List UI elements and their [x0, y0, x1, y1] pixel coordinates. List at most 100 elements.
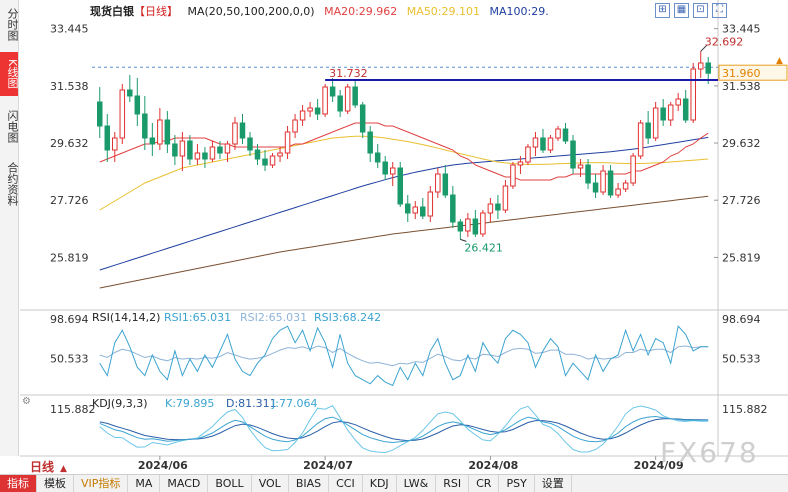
candle-body [525, 146, 531, 163]
candle-body [217, 146, 223, 154]
y-tick-label-right: 27.726 [722, 194, 761, 207]
candle-body [487, 203, 494, 214]
tab-vip-indicator[interactable]: VIP指标 [74, 475, 129, 492]
candle-body [389, 167, 396, 175]
expand-icon[interactable]: ⊞ [655, 3, 670, 18]
tab-bias[interactable]: BIAS [289, 475, 330, 492]
candle-body [142, 113, 148, 139]
tab-flash[interactable]: 闪电图 [6, 109, 19, 143]
candle-body [592, 182, 599, 193]
candle-body [314, 107, 321, 115]
candle-body [652, 107, 659, 139]
tab-psy[interactable]: PSY [499, 475, 535, 492]
resistance-label: 31.732 [329, 67, 368, 80]
tab-rsi[interactable]: RSI [436, 475, 470, 492]
candle-body [187, 140, 193, 160]
tab-settings[interactable]: 设置 [535, 475, 572, 492]
candle-body [149, 137, 156, 145]
candle-body [299, 110, 306, 121]
kdj-y-tick-left: 115.882 [50, 403, 96, 416]
tab-contract-info[interactable]: 合约资料 [6, 162, 19, 206]
candle-body [585, 164, 591, 184]
high-label: 32.692 [705, 35, 744, 48]
x-tick-label: 2024/06 [138, 459, 188, 472]
candle-body [510, 164, 516, 187]
candle-body [374, 152, 381, 163]
tab-kdj[interactable]: KDJ [363, 475, 397, 492]
tab-timeshare[interactable]: 分时图 [6, 7, 19, 41]
tab-macd[interactable]: MACD [160, 475, 209, 492]
tab-ma[interactable]: MA [128, 475, 161, 492]
rsi2-line [99, 345, 709, 367]
y-tick-label-left: 27.726 [50, 194, 89, 207]
ma100-label: MA100:29. [489, 5, 549, 18]
period-label: 日线 [30, 460, 55, 474]
candle-body [202, 152, 208, 160]
y-tick-label-right: 33.445 [722, 23, 761, 36]
candle-body [284, 131, 291, 154]
grid-icon[interactable]: ▦ [674, 3, 689, 18]
high-pointer [700, 44, 708, 52]
candle-body [405, 203, 411, 214]
ma50-line [99, 135, 709, 211]
candle-body [247, 137, 253, 151]
candle-body [254, 149, 261, 160]
tab-template[interactable]: 模板 [37, 475, 74, 492]
chart-header: 现货白银【日线】 MA(20,50,100,200,0,0) MA20:29.9… [90, 3, 555, 19]
candle-body [97, 101, 103, 127]
candle-body [262, 158, 268, 166]
candle-body [127, 89, 133, 97]
kdj-k-legend: K:79.895 [165, 397, 214, 410]
tab-boll[interactable]: BOLL [208, 475, 252, 492]
indicator-toolbar: 指标 模板 VIP指标 MA MACD BOLL VOL BIAS CCI KD… [0, 474, 788, 492]
tab-cr[interactable]: CR [469, 475, 500, 492]
ma100-line [99, 136, 709, 271]
tab-indicators[interactable]: 指标 [0, 475, 37, 492]
candle-body [697, 62, 704, 70]
tab-lw[interactable]: LW& [397, 475, 437, 492]
rsi3-legend: RSI3:68.242 [314, 311, 381, 324]
candle-body [329, 86, 336, 97]
candle-body [412, 206, 419, 214]
candle-body [420, 206, 426, 217]
ma-params: MA(20,50,100,200,0,0) [187, 5, 315, 18]
kdj-y-tick-right: 115.882 [722, 403, 768, 416]
rsi-title: RSI(14,14,2) [92, 311, 160, 324]
symbol-name: 现货白银 [90, 5, 134, 18]
candle-body [607, 170, 614, 196]
candle-body [134, 95, 141, 115]
candle-body [472, 218, 479, 235]
ma20-line [99, 122, 709, 181]
candle-body [359, 104, 366, 133]
candle-body [555, 128, 561, 139]
tab-cci[interactable]: CCI [329, 475, 363, 492]
tab-vol[interactable]: VOL [252, 475, 289, 492]
candle-body [615, 188, 621, 196]
candle-body [457, 221, 464, 232]
candle-body [450, 194, 456, 223]
candle-body [675, 98, 681, 106]
fullscreen-icon[interactable]: ⛶ [712, 3, 727, 18]
chevron-up-icon: ▲ [60, 464, 67, 474]
kdj-title: KDJ(9,3,3) [92, 397, 148, 410]
restore-icon[interactable]: ⊡ [693, 3, 708, 18]
rsi1-legend: RSI1:65.031 [164, 311, 231, 324]
candle-body [119, 89, 126, 139]
candle-body [705, 62, 711, 74]
kdj-k-line [99, 415, 709, 444]
candle-body [104, 125, 111, 151]
candle-body [157, 119, 163, 145]
candle-body [667, 104, 674, 121]
candle-body [239, 122, 246, 139]
ma50-label: MA50:29.101 [406, 5, 481, 18]
period-selector[interactable]: 日线 ▲ [30, 458, 67, 475]
y-tick-label-right: 31.538 [722, 80, 761, 93]
candle-body [547, 137, 554, 151]
rsi1-line [99, 325, 709, 387]
left-tab-bar: 分时图 K线图 闪电图 合约资料 [0, 0, 19, 456]
kdj-j-line [99, 405, 709, 454]
candle-body [645, 122, 651, 139]
rsi-y-tick-left: 50.533 [50, 353, 89, 366]
candle-body [179, 140, 186, 157]
tab-kline[interactable]: K线图 [0, 52, 19, 96]
